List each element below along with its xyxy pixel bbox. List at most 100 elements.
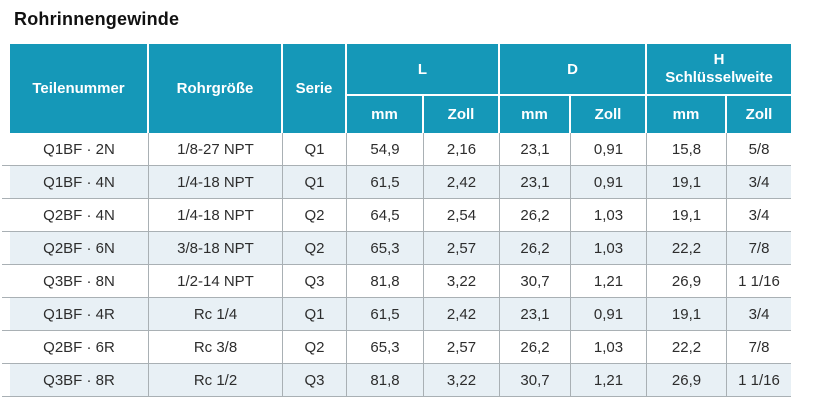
cell: 1/4-18 NPT: [149, 199, 283, 232]
cell: 2,54: [424, 199, 501, 232]
cell: 3/4: [727, 166, 792, 199]
cell: 1,03: [571, 331, 648, 364]
table-row: Q3BF · 8N 1/2-14 NPT Q3 81,8 3,22 30,7 1,21 26,…: [2, 265, 792, 298]
cell: 30,7: [500, 364, 572, 397]
cell: 22,2: [647, 232, 728, 265]
cell: Q1: [283, 298, 347, 331]
cell: 1/4-18 NPT: [149, 166, 283, 199]
subcol-l-mm: mm: [347, 96, 424, 133]
cell: 61,5: [347, 166, 424, 199]
cell: 0,91: [571, 298, 648, 331]
cell: 7/8: [727, 331, 792, 364]
cell: Q1: [283, 133, 347, 166]
cell: 26,2: [500, 331, 572, 364]
cell: Q2: [283, 331, 347, 364]
col-group-h-sublabel: Schlüsselweite: [665, 69, 773, 86]
cell: Q1BF · 2N: [2, 133, 149, 166]
cell: Q2BF · 6N: [2, 232, 149, 265]
cell: 2,42: [424, 298, 501, 331]
cell: Q1BF · 4R: [2, 298, 149, 331]
subcol-h-mm: mm: [647, 96, 728, 133]
subcol-d-zoll: Zoll: [571, 96, 648, 133]
cell: Q2BF · 6R: [2, 331, 149, 364]
cell: 7/8: [727, 232, 792, 265]
cell: 3/8-18 NPT: [149, 232, 283, 265]
header-unit-row: mm Zoll mm Zoll mm Zoll: [10, 96, 792, 133]
cell: 23,1: [500, 133, 572, 166]
cell: Rc 3/8: [149, 331, 283, 364]
table-row: Q1BF · 4N 1/4-18 NPT Q1 61,5 2,42 23,1 0,91 19,…: [2, 166, 792, 199]
cell: 26,9: [647, 265, 728, 298]
cell: 26,2: [500, 199, 572, 232]
table-row: Q3BF · 8R Rc 1/2 Q3 81,8 3,22 30,7 1,21 26,9 1 1…: [2, 364, 792, 397]
cell: 61,5: [347, 298, 424, 331]
cell: 0,91: [571, 133, 648, 166]
cell: 26,2: [500, 232, 572, 265]
col-group-h: H Schlüsselweite: [647, 44, 792, 96]
cell: 1 1/16: [727, 265, 792, 298]
cell: 81,8: [347, 364, 424, 397]
cell: 2,57: [424, 331, 501, 364]
cell: 26,9: [647, 364, 728, 397]
cell: 1,03: [571, 232, 648, 265]
cell: Q2: [283, 199, 347, 232]
col-group-l: L: [347, 44, 501, 96]
header-group-row: Teilenummer Rohrgröße Serie L D H Schlüs…: [10, 44, 792, 133]
cell: 1/2-14 NPT: [149, 265, 283, 298]
cell: 5/8: [727, 133, 792, 166]
cell: Q1: [283, 166, 347, 199]
cell: 23,1: [500, 166, 572, 199]
cell: 1,03: [571, 199, 648, 232]
cell: Q1BF · 4N: [2, 166, 149, 199]
col-header-rohrgroesse: Rohrgröße: [149, 44, 283, 133]
cell: Rc 1/4: [149, 298, 283, 331]
subcol-l-zoll: Zoll: [424, 96, 501, 133]
table-row: Q2BF · 4N 1/4-18 NPT Q2 64,5 2,54 26,2 1,03 19,…: [2, 199, 792, 232]
cell: 65,3: [347, 331, 424, 364]
col-header-teilenummer: Teilenummer: [10, 44, 149, 133]
cell: 3,22: [424, 364, 501, 397]
cell: 3/4: [727, 199, 792, 232]
cell: 19,1: [647, 199, 728, 232]
cell: 2,16: [424, 133, 501, 166]
cell: 19,1: [647, 298, 728, 331]
col-group-h-label: H: [713, 51, 725, 68]
cell: 1/8-27 NPT: [149, 133, 283, 166]
col-group-d: D: [500, 44, 648, 96]
thread-spec-table: Teilenummer Rohrgröße Serie L D H Schlüs…: [2, 44, 792, 397]
cell: 65,3: [347, 232, 424, 265]
table-header: Teilenummer Rohrgröße Serie L D H Schlüs…: [10, 44, 792, 133]
page-title: Rohrinnengewinde: [14, 9, 180, 29]
cell: 3/4: [727, 298, 792, 331]
cell: Rc 1/2: [149, 364, 283, 397]
cell: Q3: [283, 265, 347, 298]
cell: 1,21: [571, 265, 648, 298]
cell: 2,57: [424, 232, 501, 265]
cell: 3,22: [424, 265, 501, 298]
table-row: Q1BF · 2N 1/8-27 NPT Q1 54,9 2,16 23,1 0,91 15,…: [2, 133, 792, 166]
cell: 23,1: [500, 298, 572, 331]
cell: 19,1: [647, 166, 728, 199]
cell: 1 1/16: [727, 364, 792, 397]
cell: 0,91: [571, 166, 648, 199]
cell: 64,5: [347, 199, 424, 232]
subcol-h-zoll: Zoll: [727, 96, 792, 133]
cell: Q2BF · 4N: [2, 199, 149, 232]
table-row: Q2BF · 6N 3/8-18 NPT Q2 65,3 2,57 26,2 1,03 22,…: [2, 232, 792, 265]
subcol-d-mm: mm: [500, 96, 572, 133]
table-row: Q1BF · 4R Rc 1/4 Q1 61,5 2,42 23,1 0,91 19,1 3/4: [2, 298, 792, 331]
table-body: Q1BF · 2N 1/8-27 NPT Q1 54,9 2,16 23,1 0,91 15,…: [2, 133, 792, 397]
col-header-serie: Serie: [283, 44, 347, 133]
cell: Q3BF · 8N: [2, 265, 149, 298]
cell: 54,9: [347, 133, 424, 166]
cell: 15,8: [647, 133, 728, 166]
cell: 22,2: [647, 331, 728, 364]
cell: 30,7: [500, 265, 572, 298]
cell: 2,42: [424, 166, 501, 199]
cell: Q3BF · 8R: [2, 364, 149, 397]
cell: 1,21: [571, 364, 648, 397]
cell: 81,8: [347, 265, 424, 298]
cell: Q3: [283, 364, 347, 397]
table-row: Q2BF · 6R Rc 3/8 Q2 65,3 2,57 26,2 1,03 22,2 7/8: [2, 331, 792, 364]
cell: Q2: [283, 232, 347, 265]
